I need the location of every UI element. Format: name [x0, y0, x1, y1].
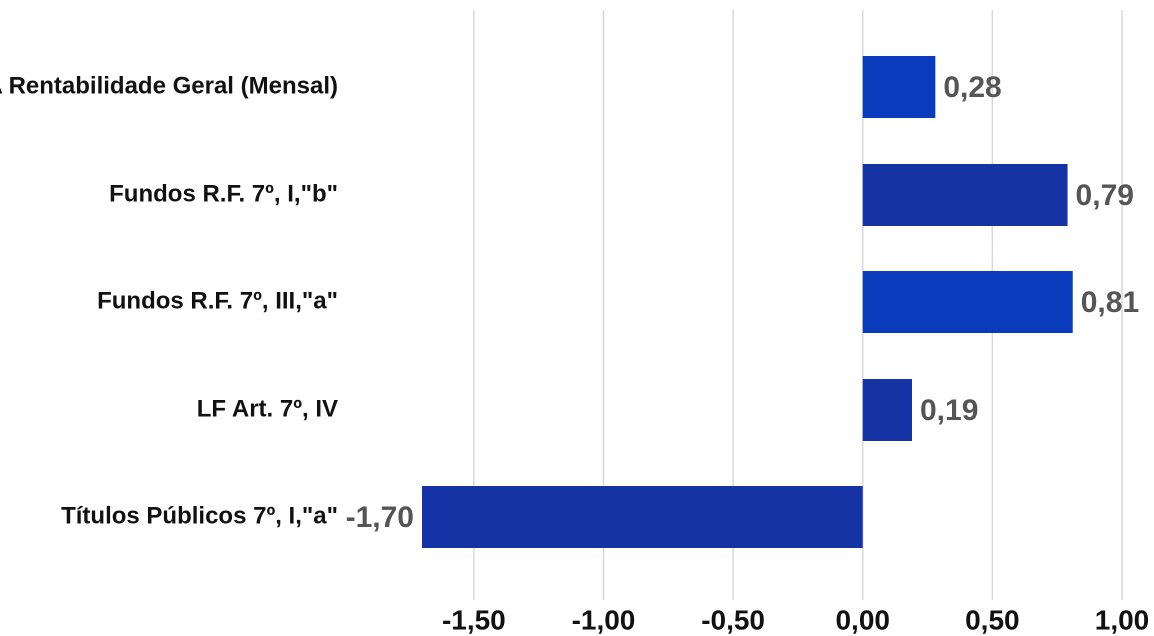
label-layer: -1,50 -1,00 -0,50 0,00 0,50 1,00 0,28 A Rentabi… [0, 71, 1149, 635]
x-tick-label-1: -1,00 [572, 604, 636, 635]
bar-1 [862, 164, 1068, 226]
value-label-0: 0,28 [943, 71, 1001, 104]
x-tick-label-4: 0,50 [965, 604, 1020, 635]
value-label-4: -1,70 [346, 501, 414, 534]
category-label-3: LF Art. 7º, IV [197, 395, 338, 422]
x-tick-label-0: -1,50 [442, 604, 506, 635]
bar-3 [862, 379, 912, 441]
bar-4 [422, 486, 863, 548]
bar-2 [862, 271, 1073, 333]
x-tick-label-5: 1,00 [1095, 604, 1150, 635]
value-label-2: 0,81 [1081, 286, 1139, 319]
value-label-3: 0,19 [920, 394, 978, 427]
category-label-1: Fundos R.F. 7º, I,"b" [109, 180, 338, 207]
bar-layer [422, 56, 1073, 548]
x-tick-label-2: -0,50 [701, 604, 765, 635]
value-label-1: 0,79 [1076, 179, 1134, 212]
category-label-0: A Rentabilidade Geral (Mensal) [0, 72, 338, 99]
x-tick-label-3: 0,00 [835, 604, 890, 635]
category-label-4: Títulos Públicos 7º, I,"a" [61, 502, 338, 529]
category-label-2: Fundos R.F. 7º, III,"a" [97, 287, 338, 314]
bar-0 [862, 56, 936, 118]
